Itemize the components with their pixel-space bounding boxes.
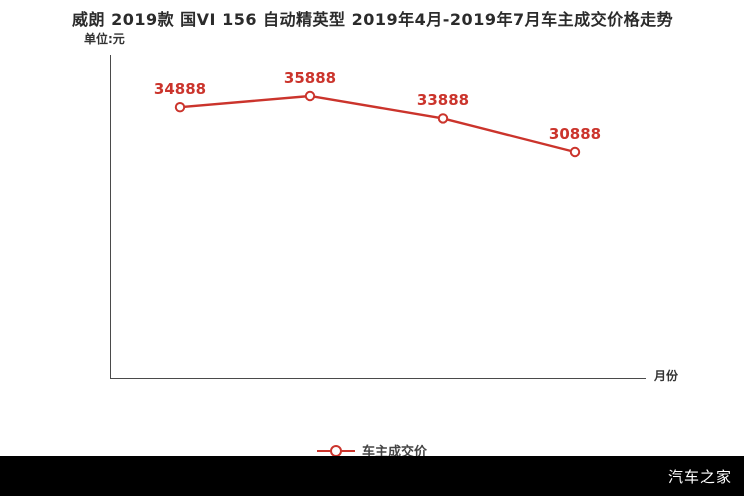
y-axis-line bbox=[110, 55, 111, 379]
legend-line-marker-icon bbox=[316, 444, 355, 458]
point-label: 35888 bbox=[283, 69, 337, 87]
x-axis-line bbox=[110, 378, 646, 379]
point-label: 34888 bbox=[153, 80, 207, 99]
legend-circle-icon bbox=[329, 444, 342, 457]
y-axis-unit-label: 单位:元 bbox=[84, 32, 125, 46]
point-label: 30888 bbox=[548, 125, 602, 143]
data-point bbox=[569, 146, 581, 158]
x-axis-label: 月份 bbox=[654, 369, 679, 383]
point-label: 33888 bbox=[416, 91, 470, 110]
data-point bbox=[304, 90, 316, 102]
data-point bbox=[174, 102, 186, 113]
chart-title: 威朗 2019款 国VI 156 自动精英型 2019年4月-2019年7月车主… bbox=[72, 10, 674, 29]
watermark-bar: 汽车之家 bbox=[0, 456, 744, 496]
data-point bbox=[437, 113, 449, 124]
watermark-text: 汽车之家 bbox=[667, 467, 732, 486]
